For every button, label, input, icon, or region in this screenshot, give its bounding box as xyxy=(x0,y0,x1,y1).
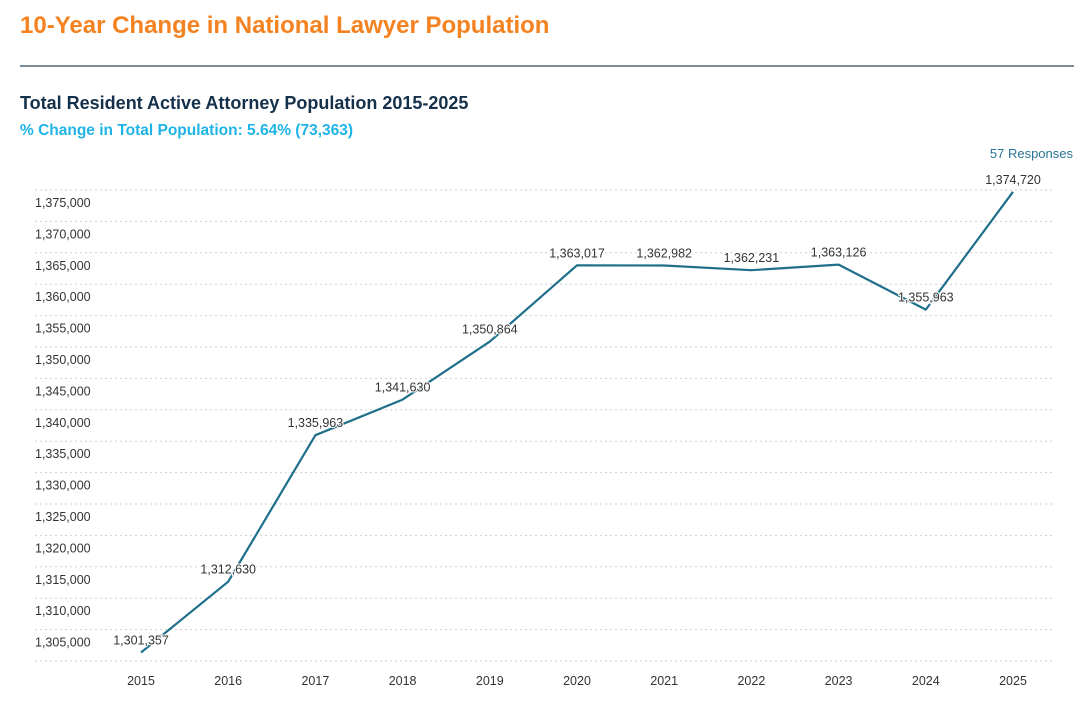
x-tick-label: 2020 xyxy=(563,674,591,688)
y-tick-label: 1,360,000 xyxy=(35,290,91,304)
chart-subtitle: % Change in Total Population: 5.64% (73,… xyxy=(20,122,354,139)
y-tick-label: 1,315,000 xyxy=(35,573,91,587)
x-tick-label: 2024 xyxy=(912,674,940,688)
y-tick-label: 1,335,000 xyxy=(35,447,91,461)
x-tick-label: 2018 xyxy=(389,674,417,688)
data-label: 1,312,630 xyxy=(200,563,256,577)
y-tick-label: 1,330,000 xyxy=(35,479,91,493)
data-labels: 1,301,357 1,312,630 1,335,963 1,341,630 1,35… xyxy=(112,172,1042,649)
y-tick-label: 1,370,000 xyxy=(35,227,91,241)
data-label: 1,350,864 xyxy=(462,323,518,337)
y-tick-label: 1,365,000 xyxy=(35,259,91,273)
title-divider xyxy=(20,65,1074,67)
data-label: 1,362,982 xyxy=(636,246,692,260)
y-tick-label: 1,345,000 xyxy=(35,384,91,398)
data-label: 1,335,963 xyxy=(288,416,344,430)
y-tick-label: 1,325,000 xyxy=(35,510,91,524)
x-tick-label: 2017 xyxy=(301,674,329,688)
y-tick-label: 1,310,000 xyxy=(35,604,91,618)
y-tick-label: 1,305,000 xyxy=(35,636,91,650)
x-tick-label: 2015 xyxy=(127,674,155,688)
responses-count: 57 Responses xyxy=(989,146,1073,161)
data-label: 1,355,963 xyxy=(898,291,954,305)
y-tick-label: 1,355,000 xyxy=(35,322,91,336)
x-tick-label: 2019 xyxy=(476,674,504,688)
x-tick-label: 2016 xyxy=(214,674,242,688)
x-tick-label: 2025 xyxy=(999,674,1027,688)
page-title: 10-Year Change in National Lawyer Popula… xyxy=(20,12,550,39)
series-line xyxy=(140,191,1014,654)
gridlines xyxy=(35,189,1055,662)
data-label: 1,363,126 xyxy=(811,246,867,260)
x-axis-ticks: 2015 2016 2017 2018 2019 2020 2021 2022 2023 2024… xyxy=(127,674,1027,688)
data-label: 1,363,017 xyxy=(549,246,605,260)
data-label: 1,301,357 xyxy=(113,633,169,647)
x-tick-label: 2022 xyxy=(737,674,765,688)
y-axis-ticks: 1,375,000 1,370,000 1,365,000 1,360,000 1,35… xyxy=(35,196,91,650)
chart-title: Total Resident Active Attorney Populatio… xyxy=(20,93,469,113)
data-label: 1,341,630 xyxy=(375,381,431,395)
data-label: 1,362,231 xyxy=(724,251,780,265)
x-tick-label: 2023 xyxy=(825,674,853,688)
x-tick-label: 2021 xyxy=(650,674,678,688)
y-tick-label: 1,340,000 xyxy=(35,416,91,430)
y-tick-label: 1,320,000 xyxy=(35,541,91,555)
data-label: 1,374,720 xyxy=(985,173,1041,187)
y-tick-label: 1,350,000 xyxy=(35,353,91,367)
y-tick-label: 1,375,000 xyxy=(35,196,91,210)
